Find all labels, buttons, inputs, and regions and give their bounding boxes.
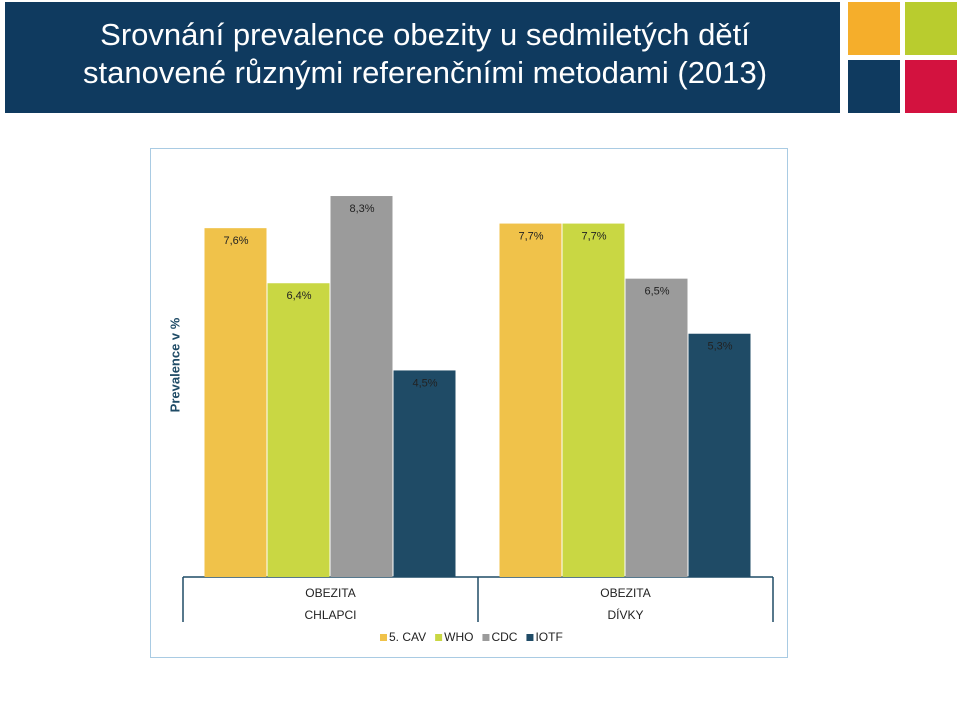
value-label: 8,3% xyxy=(349,203,374,215)
legend-label: IOTF xyxy=(535,630,562,644)
value-label: 6,5% xyxy=(644,286,669,298)
deco xyxy=(905,60,957,113)
bar xyxy=(499,223,562,577)
legend-label: WHO xyxy=(444,630,473,644)
bar xyxy=(204,228,267,577)
bar xyxy=(330,196,393,577)
x-tick-label: OBEZITA CHLAPCI xyxy=(304,586,357,622)
deco xyxy=(848,60,900,113)
legend-swatch xyxy=(526,634,534,641)
value-label: 7,6% xyxy=(223,235,248,247)
title: Srovnání prevalence obezity u sedmiletýc… xyxy=(82,17,768,90)
bar xyxy=(267,283,330,577)
bar xyxy=(562,223,625,577)
deco xyxy=(848,2,900,55)
bar xyxy=(625,278,688,577)
y-axis-label: Prevalence v % xyxy=(167,317,182,412)
legend-swatch xyxy=(435,634,443,641)
legend-swatch xyxy=(380,634,387,641)
bar xyxy=(393,370,456,577)
deco xyxy=(905,2,957,55)
value-label: 6,4% xyxy=(286,290,311,302)
legend-label: 5. CAV xyxy=(389,630,426,644)
value-label: 4,5% xyxy=(412,377,437,389)
value-label: 7,7% xyxy=(581,230,606,242)
header: Srovnání prevalence obezity u sedmiletýc… xyxy=(5,2,840,113)
x-tick-label: OBEZITA DÍVKY xyxy=(600,586,651,622)
chart-frame xyxy=(150,148,788,658)
legend-swatch xyxy=(482,634,490,641)
value-label: 5,3% xyxy=(707,341,732,353)
value-label: 7,7% xyxy=(518,230,543,242)
bar xyxy=(688,333,751,577)
legend-label: CDC xyxy=(491,630,517,644)
